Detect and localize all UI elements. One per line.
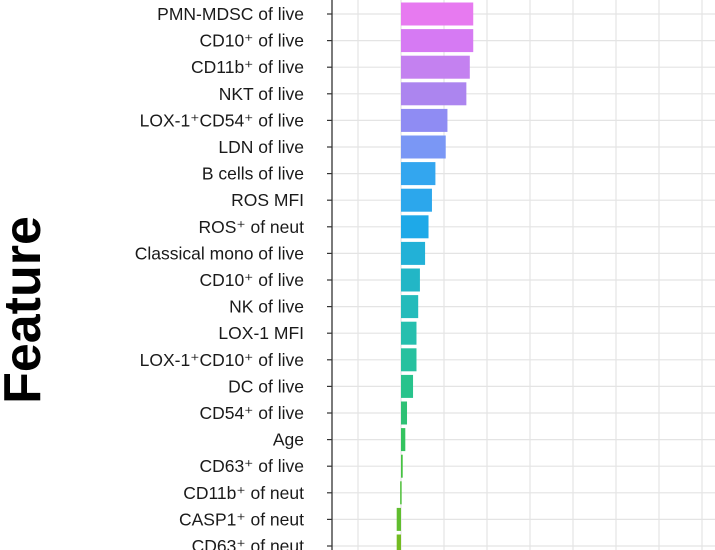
y-tick-label: NKT of live	[219, 84, 304, 104]
bar	[401, 215, 429, 239]
bar	[400, 481, 402, 505]
y-ticks	[327, 13, 332, 547]
y-tick-label: CD63⁺ of live	[199, 456, 304, 476]
bar	[401, 108, 448, 132]
y-tick-label: LOX-1⁺CD54⁺ of live	[140, 110, 304, 130]
bars	[396, 2, 474, 550]
bar	[401, 295, 419, 319]
y-axis-title: Feature	[0, 216, 52, 404]
y-tick-label: LOX-1 MFI	[218, 323, 304, 343]
y-tick-label: Age	[273, 430, 304, 450]
bar	[401, 162, 436, 186]
bar	[401, 348, 417, 372]
bar	[396, 534, 401, 550]
y-tick-label: LDN of live	[218, 137, 304, 157]
y-tick-label: CD11b⁺ of neut	[183, 483, 304, 503]
y-tick-label: B cells of live	[202, 164, 304, 184]
y-tick-label: ROS⁺ of neut	[198, 217, 304, 237]
bar	[401, 135, 446, 159]
bar	[401, 55, 470, 79]
y-tick-label: CD10⁺ of live	[199, 31, 304, 51]
y-tick-label: CASP1⁺ of neut	[179, 509, 304, 529]
bar	[401, 82, 467, 106]
y-tick-label: DC of live	[228, 376, 304, 396]
y-tick-label: CD10⁺ of live	[199, 270, 304, 290]
bar	[401, 401, 408, 425]
bar	[401, 29, 474, 53]
bar	[396, 507, 401, 531]
y-tick-label: LOX-1⁺CD10⁺ of live	[140, 350, 304, 370]
bar	[401, 321, 417, 345]
y-tick-label: PMN-MDSC of live	[157, 4, 304, 24]
y-tick-label: CD11b⁺ of live	[191, 57, 304, 77]
y-tick-label: NK of live	[229, 297, 304, 317]
bar	[401, 268, 420, 292]
bar	[401, 454, 403, 478]
bar	[401, 374, 414, 398]
y-tick-label: ROS MFI	[231, 190, 304, 210]
plot-panel	[332, 0, 715, 550]
y-tick-labels: PMN-MDSC of live CD10⁺ of live CD11b⁺ of l…	[135, 4, 304, 550]
bar	[401, 2, 474, 26]
bar	[401, 241, 426, 265]
bar	[401, 428, 406, 452]
bar	[401, 188, 432, 212]
y-tick-label: CD54⁺ of live	[199, 403, 304, 423]
grid	[332, 0, 715, 550]
y-tick-label: CD63⁺ of neut	[192, 536, 304, 550]
y-tick-label: Classical mono of live	[135, 243, 304, 263]
